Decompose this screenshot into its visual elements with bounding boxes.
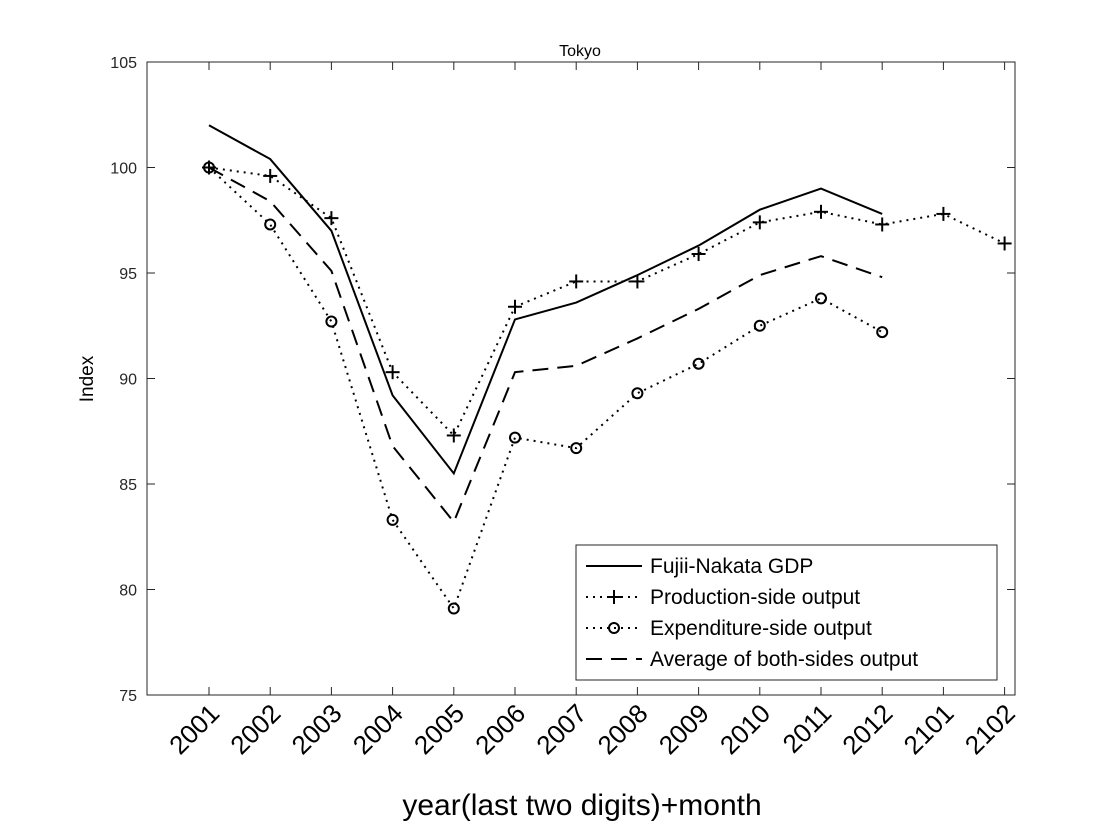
legend-entry: Expenditure-side output: [586, 617, 872, 640]
y-tick-label: 80: [119, 583, 137, 600]
data-point: [386, 513, 399, 526]
x-tick-label: 2102: [959, 698, 1021, 760]
series-line: [208, 124, 883, 476]
data-point: [569, 274, 584, 289]
data-point: [203, 161, 215, 174]
data-point: [509, 431, 521, 444]
data-point: [446, 428, 461, 443]
data-point: [875, 217, 890, 232]
x-tick-label: 2009: [653, 698, 715, 760]
series-4: [208, 166, 883, 524]
x-tick-label: 2002: [224, 698, 286, 760]
x-tick-label: 2006: [469, 698, 531, 760]
data-point: [630, 274, 645, 289]
legend-entry: Fujii-Nakata GDP: [586, 555, 813, 578]
chart-title: Tokyo: [559, 43, 601, 60]
data-point: [325, 315, 338, 328]
data-point: [752, 215, 767, 230]
data-point: [570, 442, 583, 455]
series-line: [208, 166, 1006, 438]
data-point: [997, 236, 1012, 251]
x-tick-label: 2003: [286, 698, 348, 760]
legend-label: Fujii-Nakata GDP: [650, 555, 813, 578]
x-tick-label: 2007: [530, 698, 592, 760]
x-tick-label: 2012: [836, 698, 898, 760]
y-tick-label: 105: [110, 55, 137, 72]
y-tick-label: 100: [110, 161, 137, 178]
data-point: [876, 326, 889, 339]
legend-label: Production-side output: [650, 586, 860, 609]
data-point: [936, 206, 951, 221]
series-1: [208, 124, 883, 476]
x-tick-label: 2101: [898, 698, 960, 760]
x-tick-label: 2001: [163, 698, 225, 760]
data-point: [815, 292, 827, 305]
data-point: [508, 299, 522, 314]
data-point: [263, 168, 278, 183]
data-point: [753, 319, 766, 332]
data-point: [264, 218, 277, 231]
y-tick-label: 75: [119, 688, 137, 705]
x-tick-label: 2011: [776, 698, 837, 759]
data-point: [324, 211, 339, 226]
legend-label: Expenditure-side output: [650, 617, 872, 640]
series-2: [202, 160, 1012, 443]
legend-entry: Production-side output: [586, 586, 860, 609]
x-tick-label: 2010: [714, 698, 776, 760]
series-layer: [202, 124, 1012, 615]
plot-frame: [146, 61, 1016, 696]
data-point: [814, 204, 828, 219]
series-3: [203, 161, 889, 615]
legend-label: Average of both-sides output: [650, 648, 918, 671]
y-tick-label: 95: [119, 266, 137, 283]
x-tick-label: 2004: [347, 698, 409, 760]
legend: Fujii-Nakata GDP Production-side output Ex…: [575, 544, 998, 681]
data-point: [631, 387, 644, 400]
series-line: [208, 166, 883, 524]
legend-marker: [607, 590, 621, 604]
y-tick-label: 85: [119, 477, 137, 494]
x-tick-label: 2005: [408, 698, 470, 760]
x-tick-label: 2008: [592, 698, 654, 760]
legend-marker: [608, 622, 620, 634]
data-point: [691, 247, 706, 262]
x-axis-label: year(last two digits)+month: [402, 789, 761, 822]
data-point: [447, 602, 460, 615]
y-axis-label: Index: [77, 355, 98, 402]
y-tick-label: 90: [119, 372, 137, 389]
data-point: [692, 357, 705, 370]
data-point: [385, 365, 400, 380]
legend-entry: Average of both-sides output: [586, 648, 918, 671]
legend-box: [575, 544, 998, 681]
